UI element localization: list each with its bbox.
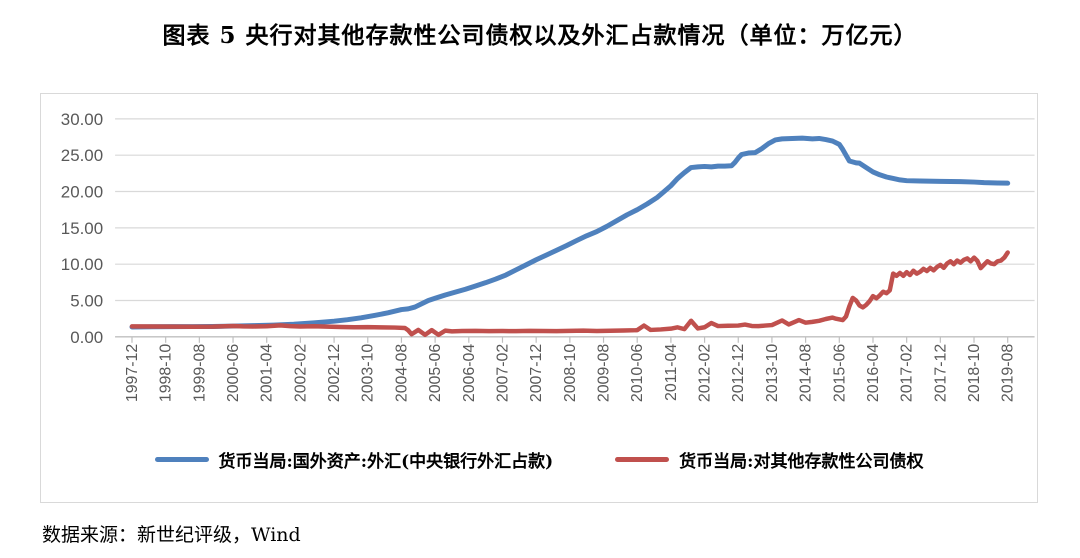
svg-text:2009-08: 2009-08 [596, 344, 613, 403]
svg-text:1997-12: 1997-12 [124, 344, 141, 403]
svg-text:2012-12: 2012-12 [730, 344, 747, 403]
chart-title: 图表 5 央行对其他存款性公司债权以及外汇占款情况（单位：万亿元） [162, 22, 918, 49]
svg-text:30.00: 30.00 [61, 110, 103, 129]
svg-text:2002-12: 2002-12 [326, 344, 343, 403]
claims-line-swatch [615, 457, 670, 462]
svg-text:2002-02: 2002-02 [292, 344, 309, 403]
legend-item-fx-holdings: 货币当局:国外资产:外汇(中央银行外汇占款) [154, 447, 554, 472]
svg-text:20.00: 20.00 [61, 182, 103, 201]
svg-text:25.00: 25.00 [61, 146, 103, 165]
svg-text:2004-08: 2004-08 [393, 344, 410, 403]
svg-text:2007-12: 2007-12 [528, 344, 545, 403]
fx-line-swatch [154, 457, 209, 462]
svg-text:2011-04: 2011-04 [663, 344, 680, 401]
claims-legend-label: 货币当局:对其他存款性公司债权 [679, 452, 924, 472]
svg-text:2010-06: 2010-06 [629, 344, 646, 403]
svg-text:2003-10: 2003-10 [360, 344, 377, 403]
svg-text:0.00: 0.00 [70, 328, 103, 347]
svg-text:10.00: 10.00 [61, 255, 103, 274]
svg-text:5.00: 5.00 [70, 291, 103, 310]
svg-text:2008-10: 2008-10 [562, 344, 579, 403]
svg-text:2006-04: 2006-04 [461, 344, 478, 403]
chart-container: 30.00 25.00 20.00 15.00 10.00 5.00 0.00 1997-12… [40, 93, 1038, 503]
svg-text:2007-02: 2007-02 [494, 344, 511, 403]
source-note: 数据来源：新世纪评级，Wind [42, 524, 301, 546]
svg-text:1998-10: 1998-10 [158, 344, 175, 403]
svg-text:2015-06: 2015-06 [831, 344, 848, 403]
svg-text:1999-08: 1999-08 [191, 344, 208, 403]
svg-text:2005-06: 2005-06 [427, 344, 444, 403]
svg-text:2017-02: 2017-02 [899, 344, 916, 403]
svg-text:2014-08: 2014-08 [798, 344, 815, 403]
svg-text:2019-08: 2019-08 [1000, 344, 1017, 403]
svg-text:2000-06: 2000-06 [225, 344, 242, 403]
svg-text:2001-04: 2001-04 [259, 344, 276, 403]
svg-text:2018-10: 2018-10 [966, 344, 983, 403]
svg-text:2012-02: 2012-02 [697, 344, 714, 403]
chart-legend: 货币当局:国外资产:外汇(中央银行外汇占款) 货币当局:对其他存款性公司债权 [41, 447, 1037, 472]
svg-text:2013-10: 2013-10 [764, 344, 781, 403]
svg-text:15.00: 15.00 [61, 219, 103, 238]
svg-text:2017-12: 2017-12 [932, 344, 949, 403]
line-chart-plot: 30.00 25.00 20.00 15.00 10.00 5.00 0.00 1997-12… [61, 110, 1035, 403]
legend-item-odc-claims: 货币当局:对其他存款性公司债权 [615, 447, 923, 472]
fx-legend-label: 货币当局:国外资产:外汇(中央银行外汇占款) [218, 452, 554, 472]
svg-text:2016-04: 2016-04 [865, 344, 882, 403]
